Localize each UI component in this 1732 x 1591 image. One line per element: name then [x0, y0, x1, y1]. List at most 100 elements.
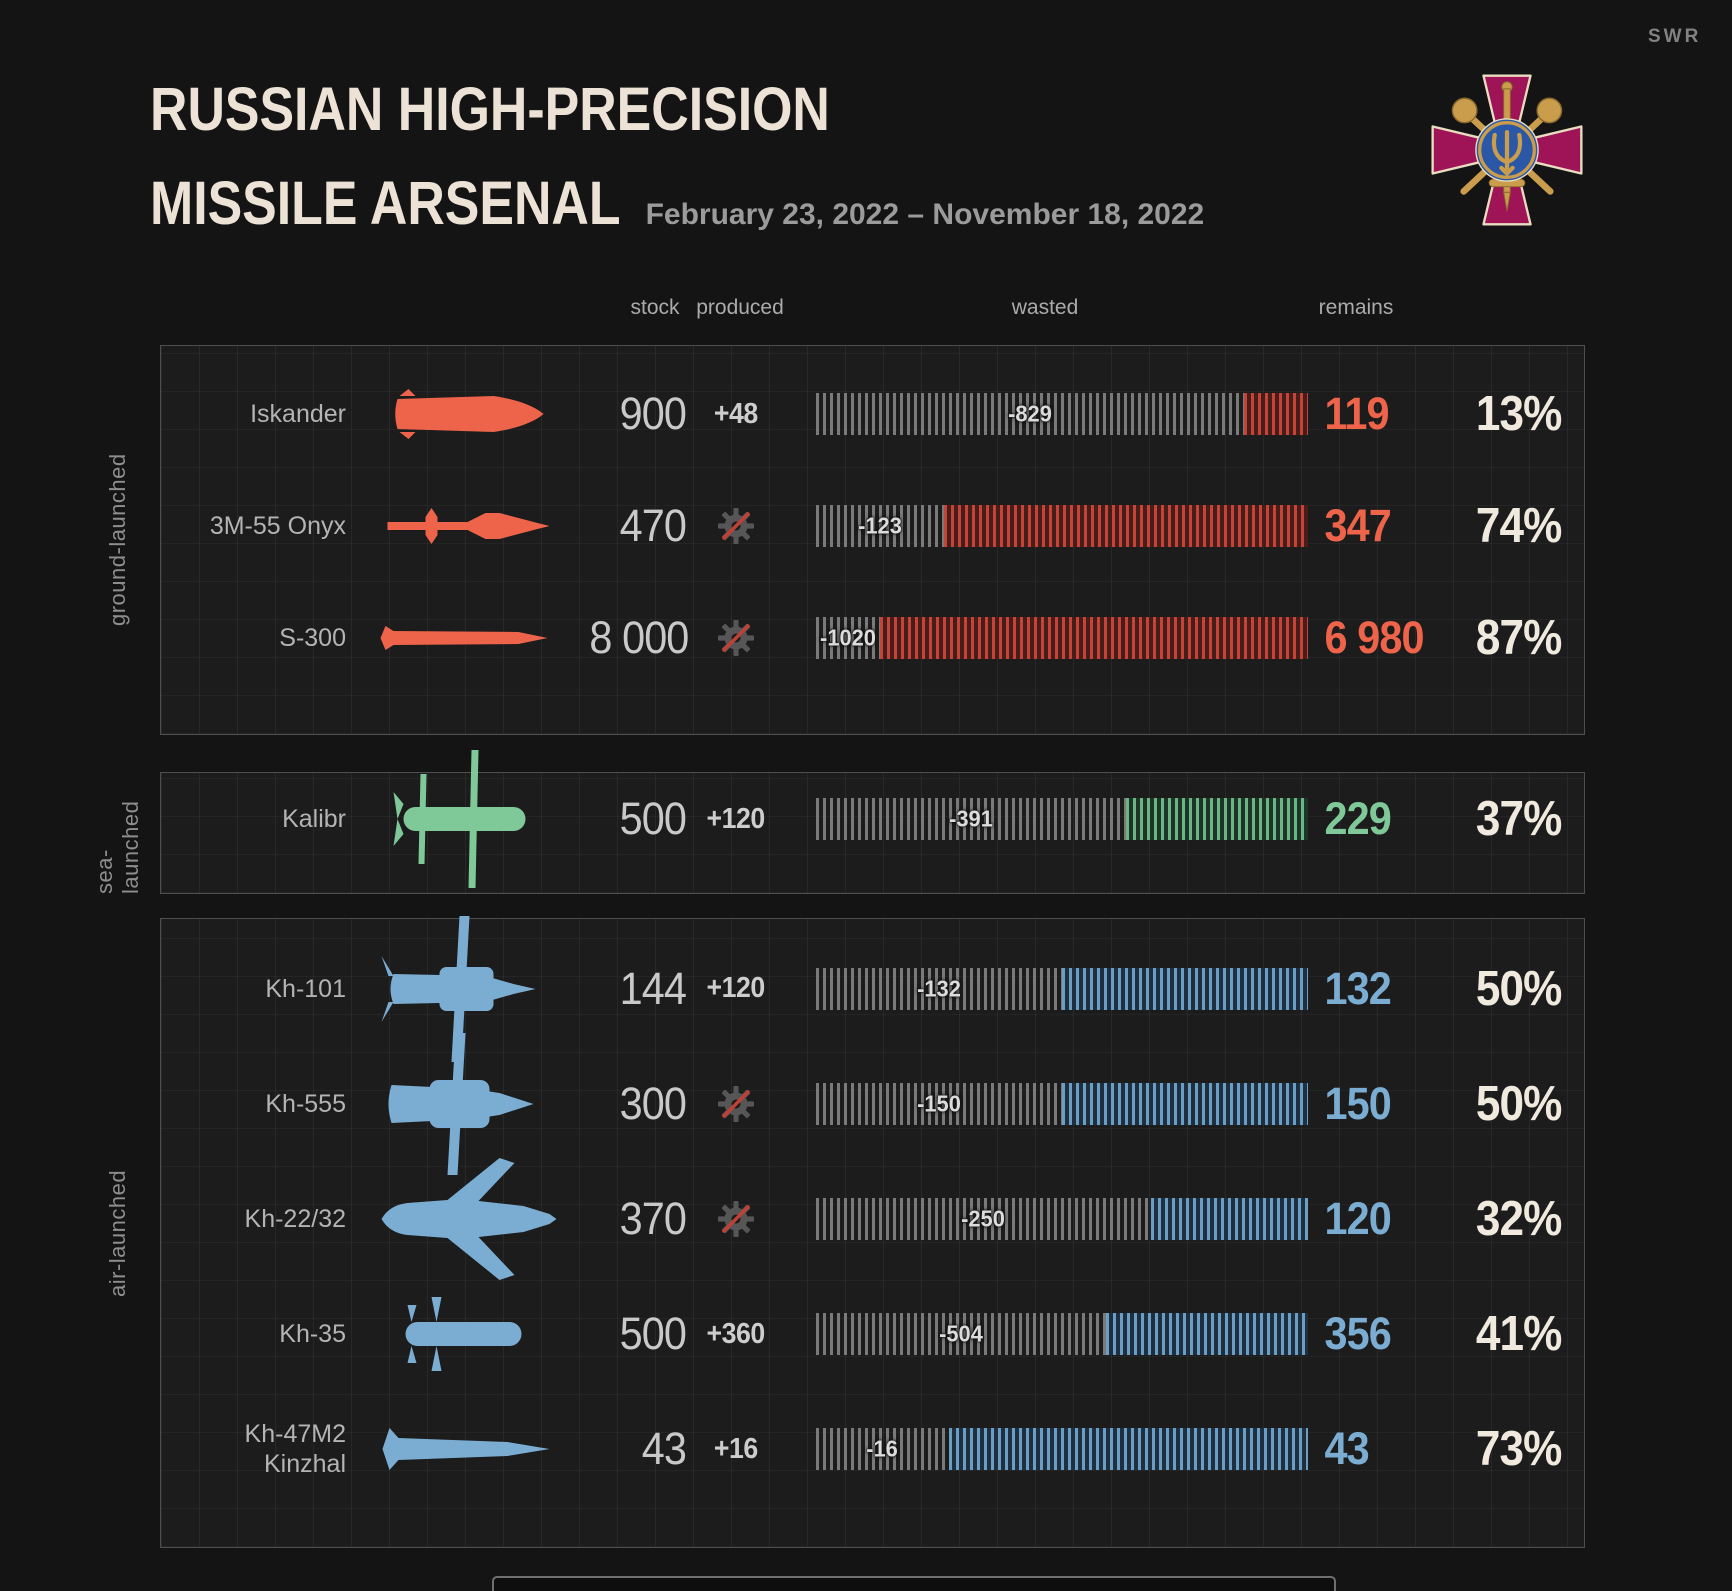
- grid-panel-air: Kh-101 144 +120 -132 132 50% Kh-555: [160, 915, 1585, 1548]
- produced-cell: [686, 1084, 786, 1124]
- produced-cell: +360: [686, 1318, 786, 1351]
- missile-name: Kh-22/32: [244, 1205, 346, 1233]
- group-sea-launched: sea-launched Kalibr 500 +120 -391 229 37…: [76, 750, 1585, 894]
- produced-cell: +120: [686, 972, 786, 1005]
- wasted-value: -132: [917, 975, 961, 1002]
- s300-missile-icon: [356, 611, 581, 665]
- wasted-value: -504: [939, 1320, 983, 1347]
- wasted-segment: -504: [816, 1313, 1107, 1356]
- remains-percent: 73%: [1475, 1422, 1562, 1477]
- missile-row: S-300 8 000: [161, 582, 1584, 694]
- remains-segment: [1062, 967, 1308, 1010]
- produced-cell: +120: [686, 803, 786, 836]
- group-air-launched: air-launched Kh-101 144 +120 -132 132 50…: [76, 915, 1585, 1548]
- remains-segment: [1062, 1082, 1308, 1125]
- remains-percent: 32%: [1475, 1192, 1562, 1246]
- grid-panel-sea: Kalibr 500 +120 -391 229 37%: [160, 750, 1585, 894]
- produced-value: +48: [714, 397, 758, 430]
- remains-percent: 87%: [1475, 611, 1562, 665]
- ukraine-mod-emblem-icon: [1431, 74, 1583, 226]
- wasted-value: -250: [961, 1205, 1006, 1232]
- column-header-produced: produced: [696, 296, 784, 319]
- produced-value: +16: [714, 1432, 758, 1465]
- wasted-segment: -829: [816, 393, 1245, 435]
- kh101-missile-icon: [356, 915, 581, 1062]
- wasted-remains-bar: -150: [816, 1082, 1308, 1125]
- remains-value: 120: [1324, 1193, 1392, 1244]
- no-production-gear-icon: [718, 508, 754, 544]
- missile-row: Kh-47M2 Kinzhal 43 +16 -16 43 73%: [161, 1392, 1584, 1507]
- remains-percent: 50%: [1475, 1076, 1562, 1131]
- missile-name: Kh-47M2 Kinzhal: [244, 1420, 346, 1479]
- group-label-sea-launched: sea-launched: [92, 800, 143, 894]
- produced-cell: +48: [686, 398, 786, 431]
- column-header-stock: stock: [630, 296, 680, 319]
- onyx-missile-icon: [356, 499, 581, 553]
- wasted-remains-bar: -16: [816, 1428, 1308, 1471]
- missile-name: Kh-555: [265, 1089, 346, 1118]
- stock-value: 900: [619, 388, 687, 439]
- bottom-cutoff-box: [492, 1576, 1336, 1591]
- wasted-segment: -391: [816, 798, 1126, 840]
- wasted-value: -123: [858, 512, 902, 539]
- missile-row: 3M-55 Onyx 470: [161, 470, 1584, 582]
- no-production-gear-icon: [718, 1085, 754, 1122]
- missile-name: S-300: [279, 624, 346, 652]
- missile-row: Iskander 900 +48 -829 119 13%: [161, 358, 1584, 470]
- iskander-missile-icon: [356, 387, 581, 441]
- grid-panel-ground: Iskander 900 +48 -829 119 13% 3M-55 Onyx: [160, 345, 1585, 735]
- no-production-gear-icon: [718, 1201, 754, 1237]
- wasted-remains-bar: -391: [816, 798, 1308, 840]
- wasted-value: -391: [949, 805, 993, 832]
- title-block: RUSSIAN HIGH-PRECISION MISSILE ARSENAL F…: [150, 62, 1204, 262]
- remains-segment: [943, 505, 1308, 547]
- remains-value: 119: [1324, 388, 1390, 439]
- wasted-remains-bar: -132: [816, 967, 1308, 1010]
- stock-value: 144: [619, 962, 687, 1014]
- missile-row: Kh-555 300: [161, 1032, 1584, 1175]
- produced-cell: [686, 506, 786, 546]
- wasted-value: -829: [1008, 400, 1052, 427]
- date-range-subtitle: February 23, 2022 – November 18, 2022: [645, 198, 1205, 231]
- column-header-wasted: wasted: [1011, 296, 1079, 319]
- stock-value: 500: [619, 793, 687, 844]
- wasted-segment: -1020: [816, 617, 880, 659]
- remains-value: 6 980: [1324, 612, 1425, 663]
- swr-logo: SWR: [1648, 26, 1702, 47]
- remains-percent: 50%: [1475, 961, 1562, 1016]
- remains-segment: [1125, 798, 1308, 840]
- stock-value: 300: [619, 1077, 687, 1129]
- kh555-missile-icon: [356, 1032, 581, 1175]
- remains-value: 43: [1324, 1423, 1370, 1475]
- missile-name: Iskander: [250, 400, 346, 428]
- column-header-remains: remains: [1318, 296, 1394, 319]
- missile-name: Kalibr: [282, 805, 346, 833]
- wasted-value: -150: [917, 1090, 961, 1117]
- wasted-segment: -16: [816, 1428, 949, 1471]
- wasted-segment: -123: [816, 505, 944, 547]
- wasted-value: -1020: [820, 624, 876, 651]
- remains-value: 347: [1324, 500, 1392, 551]
- group-ground-launched: ground-launched Iskander 900 +48 -829 11…: [76, 345, 1585, 735]
- group-label-ground-launched: ground-launched: [105, 453, 130, 627]
- wasted-remains-bar: -829: [816, 393, 1308, 435]
- remains-percent: 37%: [1475, 792, 1562, 846]
- missile-name: 3M-55 Onyx: [209, 512, 346, 540]
- missile-row: Kh-22/32 370: [161, 1158, 1584, 1280]
- remains-segment: [1150, 1198, 1308, 1240]
- wasted-remains-bar: -504: [816, 1313, 1308, 1356]
- wasted-remains-bar: -1020: [816, 617, 1308, 659]
- produced-value: +120: [706, 972, 766, 1005]
- page-title-line2: MISSILE ARSENAL: [150, 169, 621, 237]
- produced-cell: +16: [686, 1433, 786, 1466]
- remains-segment: [879, 617, 1308, 659]
- remains-percent: 13%: [1475, 387, 1562, 441]
- stock-value: 500: [619, 1308, 687, 1360]
- stock-value: 8 000: [589, 612, 689, 663]
- stock-value: 370: [619, 1193, 687, 1244]
- group-label-air-launched: air-launched: [105, 1169, 130, 1297]
- kh35-missile-icon: [356, 1297, 581, 1372]
- produced-cell: [686, 1199, 786, 1239]
- remains-percent: 74%: [1475, 499, 1562, 553]
